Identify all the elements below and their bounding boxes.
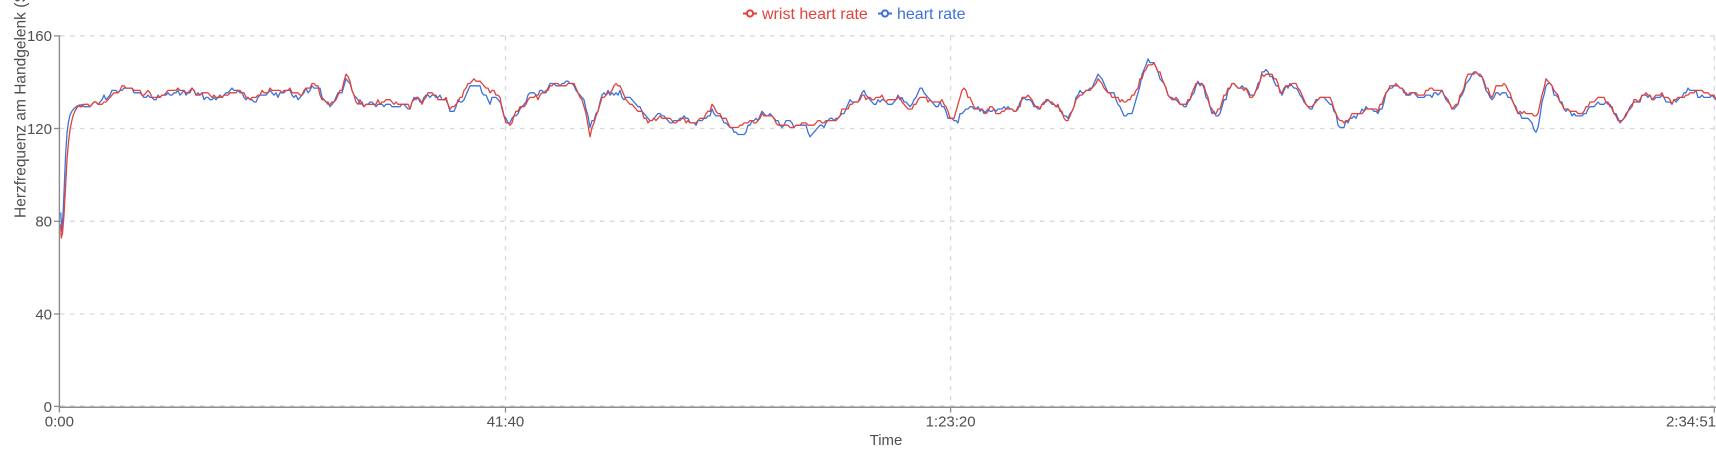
svg-text:120: 120 [27,121,52,138]
svg-text:heart rate: heart rate [897,6,966,23]
svg-text:0: 0 [44,399,52,416]
svg-text:Time: Time [870,432,903,446]
svg-text:160: 160 [27,28,52,45]
svg-text:1:23:20: 1:23:20 [926,414,976,431]
svg-text:wrist heart rate: wrist heart rate [761,6,868,23]
svg-text:0:00: 0:00 [45,414,74,431]
svg-text:41:40: 41:40 [487,414,525,431]
svg-text:40: 40 [35,306,52,323]
svg-text:Herzfrequenz am Handgelenk (S: Herzfrequenz am Handgelenk (S [13,0,30,218]
svg-text:2:34:51: 2:34:51 [1666,414,1716,431]
svg-text:80: 80 [35,214,52,231]
